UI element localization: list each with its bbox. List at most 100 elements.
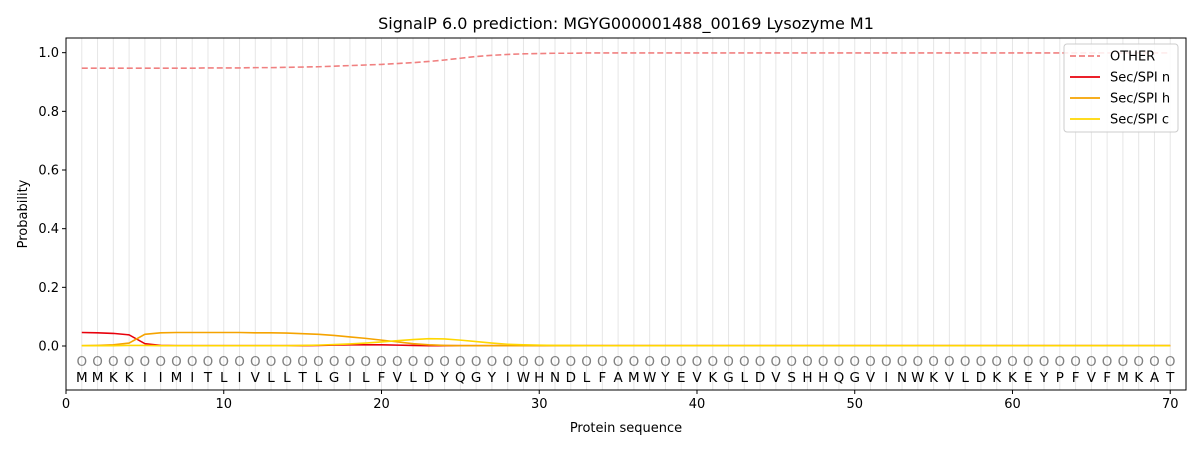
- sequence-residue-label: F: [1072, 370, 1080, 386]
- sequence-residue-label: G: [471, 370, 481, 386]
- sequence-residue-label: A: [1150, 370, 1160, 386]
- sequence-residue-label: V: [393, 370, 403, 386]
- legend-label: Sec/SPI c: [1110, 113, 1169, 128]
- sequence-residue-label: L: [961, 370, 969, 386]
- predicted-label-mark: O: [234, 354, 245, 370]
- sequence-residue-label: G: [849, 370, 859, 386]
- x-tick-label: 70: [1162, 397, 1179, 412]
- predicted-label-mark: O: [92, 354, 103, 370]
- sequence-residue-label: K: [708, 370, 718, 386]
- sequence-residue-label: T: [203, 370, 213, 386]
- predicted-label-mark: O: [1007, 354, 1018, 370]
- sequence-residue-label: F: [598, 370, 606, 386]
- x-tick-label: 10: [215, 397, 232, 412]
- predicted-label-mark: O: [1165, 354, 1176, 370]
- sequence-residue-label: A: [613, 370, 623, 386]
- predicted-label-mark: O: [613, 354, 624, 370]
- predicted-label-mark: O: [786, 354, 797, 370]
- predicted-label-mark: O: [550, 354, 561, 370]
- x-tick-label: 20: [373, 397, 390, 412]
- predicted-label-mark: O: [1118, 354, 1129, 370]
- sequence-residue-label: Y: [439, 370, 449, 386]
- y-axis-label: Probability: [16, 179, 31, 248]
- predicted-label-mark: O: [282, 354, 293, 370]
- predicted-label-mark: O: [581, 354, 592, 370]
- sequence-residue-label: K: [929, 370, 939, 386]
- sequence-residue-label: M: [171, 370, 183, 386]
- predicted-label-mark: O: [329, 354, 340, 370]
- predicted-label-mark: O: [140, 354, 151, 370]
- x-axis-ticks: 0 10 20 30 40 50 60 70: [62, 390, 1179, 412]
- predicted-label-mark: O: [439, 354, 450, 370]
- x-tick-label: 30: [531, 397, 548, 412]
- predicted-label-mark: O: [408, 354, 419, 370]
- y-axis-ticks: 0.0 0.2 0.4 0.6 0.8 1.0: [38, 46, 66, 355]
- predicted-label-mark: O: [518, 354, 529, 370]
- predicted-label-mark: O: [928, 354, 939, 370]
- predicted-label-mark: O: [266, 354, 277, 370]
- predicted-label-mark: O: [487, 354, 498, 370]
- sequence-residue-label: Y: [487, 370, 497, 386]
- sequence-residue-label: D: [566, 370, 576, 386]
- predicted-label-mark: O: [1054, 354, 1065, 370]
- sequence-residue-label: S: [787, 370, 796, 386]
- predicted-label-mark: O: [1133, 354, 1144, 370]
- sequence-residue-label: F: [1103, 370, 1111, 386]
- sequence-residue-label: E: [677, 370, 686, 386]
- sequence-residue-label: I: [348, 370, 352, 386]
- y-tick-label: 1.0: [38, 46, 59, 61]
- legend-label: Sec/SPI n: [1110, 71, 1170, 86]
- sequence-residue-label: V: [251, 370, 261, 386]
- predicted-label-mark: O: [692, 354, 703, 370]
- residue-gridlines: [81, 38, 1171, 390]
- predicted-label-mark: O: [502, 354, 513, 370]
- sequence-residue-label: K: [992, 370, 1002, 386]
- predicted-label-mark: O: [897, 354, 908, 370]
- predicted-label-mark: O: [250, 354, 261, 370]
- sequence-residue-label: N: [550, 370, 560, 386]
- predicted-label-mark: O: [471, 354, 482, 370]
- sequence-residue-label: I: [159, 370, 163, 386]
- predicted-label-mark: O: [865, 354, 876, 370]
- legend-box: [1063, 43, 1179, 133]
- sequence-residue-label: L: [315, 370, 323, 386]
- y-tick-label: 0.6: [38, 164, 59, 179]
- predicted-label-mark: O: [155, 354, 166, 370]
- sequence-residue-label: L: [741, 370, 749, 386]
- sequence-residue-label: V: [945, 370, 955, 386]
- sequence-residue-label: I: [143, 370, 147, 386]
- sequence-residue-label: K: [1134, 370, 1144, 386]
- predicted-label-mark: O: [203, 354, 214, 370]
- predicted-label-mark: O: [345, 354, 356, 370]
- x-tick-label: 40: [689, 397, 706, 412]
- sequence-residue-label: V: [866, 370, 876, 386]
- plot-frame: [65, 37, 1187, 391]
- sequence-residue-label: T: [297, 370, 307, 386]
- predicted-label-mark: O: [124, 354, 135, 370]
- predicted-label-mark: O: [644, 354, 655, 370]
- sequence-residue-label: G: [723, 370, 733, 386]
- sequence-residue-label: G: [329, 370, 339, 386]
- sequence-residue-label: V: [771, 370, 781, 386]
- sequence-residue-label: M: [1117, 370, 1129, 386]
- chart-title: SignalP 6.0 prediction: MGYG000001488_00…: [378, 14, 874, 34]
- predicted-label-mark: O: [360, 354, 371, 370]
- sequence-residue-label: L: [220, 370, 228, 386]
- predicted-label-mark: O: [1102, 354, 1113, 370]
- predicted-label-mark: O: [976, 354, 987, 370]
- sequence-residue-label: E: [1024, 370, 1033, 386]
- sequence-residue-label: W: [911, 370, 924, 386]
- predicted-label-mark: O: [313, 354, 324, 370]
- predicted-label-mark: O: [676, 354, 687, 370]
- sequence-residue-label: L: [362, 370, 370, 386]
- predicted-label-mark: O: [423, 354, 434, 370]
- predicted-label-mark: O: [1023, 354, 1034, 370]
- predicted-label-mark: O: [297, 354, 308, 370]
- predicted-label-mark: O: [171, 354, 182, 370]
- sequence-residue-label: L: [409, 370, 417, 386]
- sequence-residue-label: L: [267, 370, 275, 386]
- sequence-residue-label: H: [534, 370, 544, 386]
- predicted-label-mark: O: [1039, 354, 1050, 370]
- predicted-label-mark: O: [707, 354, 718, 370]
